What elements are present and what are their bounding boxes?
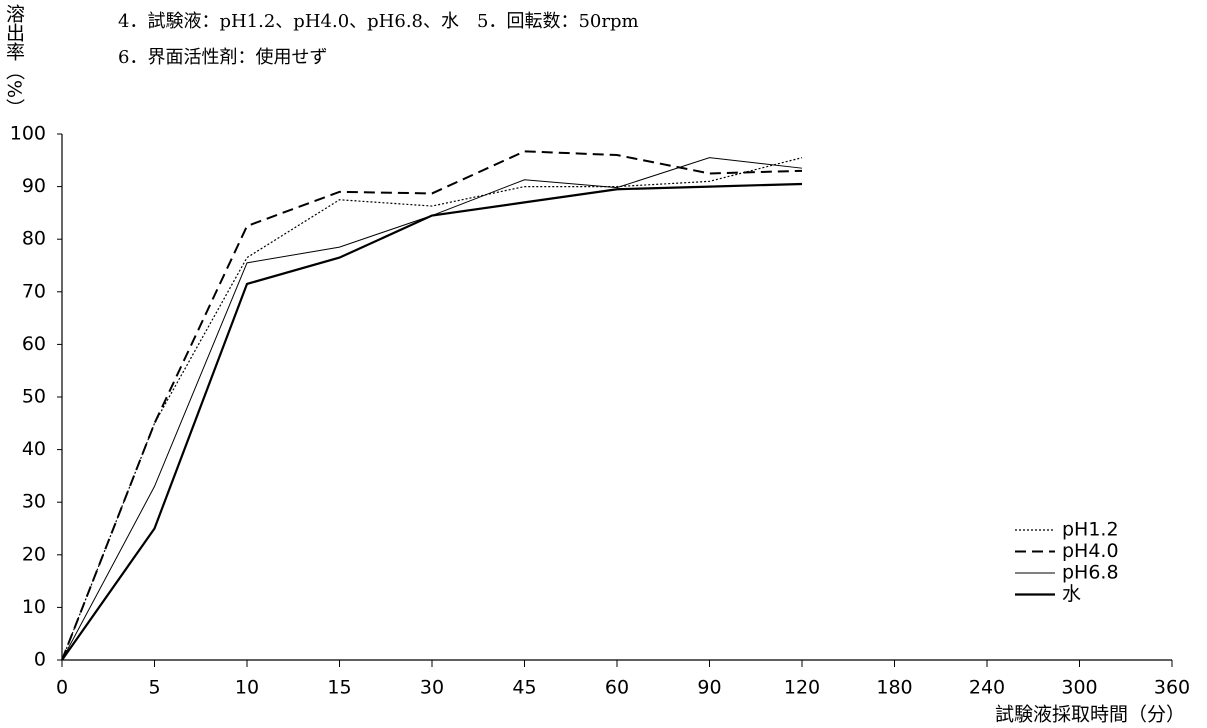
y-tick-label: 70 xyxy=(22,280,46,302)
x-tick-label: 10 xyxy=(235,677,259,699)
y-tick-label: 10 xyxy=(22,596,46,618)
y-tick-label: 40 xyxy=(22,438,46,460)
y-axis-label: 溶出率（%） xyxy=(3,4,25,117)
x-tick-label: 5 xyxy=(148,677,160,699)
series-line xyxy=(61,182,803,661)
legend-label: pH1.2 xyxy=(1062,519,1119,541)
header-line: 6．界面活性剤：使用せず xyxy=(118,47,327,68)
y-tick-label: 30 xyxy=(22,491,46,513)
x-tick-label: 180 xyxy=(876,677,912,699)
y-tick-label: 100 xyxy=(10,123,46,145)
y-tick-label: 20 xyxy=(22,543,46,565)
y-tick-label: 60 xyxy=(22,333,46,355)
x-tick-label: 0 xyxy=(56,677,68,699)
x-axis-label: 試験液採取時間（分） xyxy=(995,704,1185,726)
x-tick-label: 60 xyxy=(605,677,629,699)
y-tick-label: 50 xyxy=(22,386,46,408)
x-tick-label: 90 xyxy=(697,677,721,699)
x-tick-label: 45 xyxy=(512,677,536,699)
legend-label: pH6.8 xyxy=(1062,562,1119,584)
header-line: 4．試験液：pH1.2、pH4.0、pH6.8、水 5．回転数：50rpm xyxy=(118,11,639,32)
y-tick-label: 80 xyxy=(22,228,46,250)
legend-label: pH4.0 xyxy=(1062,540,1119,562)
x-tick-label: 30 xyxy=(420,677,444,699)
x-tick-label: 300 xyxy=(1061,677,1097,699)
series-line xyxy=(61,157,803,661)
legend-label: 水 xyxy=(1062,583,1081,605)
x-tick-label: 240 xyxy=(969,677,1005,699)
series-line xyxy=(61,157,803,661)
y-tick-label: 90 xyxy=(22,175,46,197)
x-tick-label: 15 xyxy=(327,677,351,699)
series-line xyxy=(61,150,803,661)
y-tick-label: 0 xyxy=(34,649,46,671)
x-tick-label: 120 xyxy=(784,677,820,699)
x-tick-label: 360 xyxy=(1154,677,1190,699)
